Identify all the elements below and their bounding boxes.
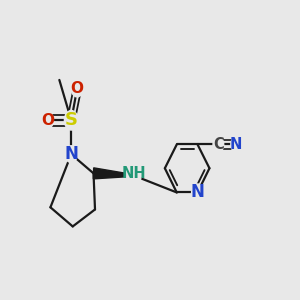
Text: O: O — [71, 81, 84, 96]
Text: O: O — [41, 113, 54, 128]
Text: NH: NH — [121, 166, 146, 181]
Text: S: S — [65, 111, 78, 129]
Text: N: N — [190, 184, 205, 202]
Circle shape — [231, 137, 242, 152]
Circle shape — [126, 165, 141, 186]
Circle shape — [192, 184, 203, 201]
Circle shape — [213, 137, 224, 152]
Text: N: N — [64, 145, 78, 163]
Circle shape — [64, 110, 78, 130]
Circle shape — [71, 80, 83, 97]
Circle shape — [65, 146, 77, 163]
Text: N: N — [230, 137, 242, 152]
Polygon shape — [93, 168, 134, 179]
Circle shape — [41, 112, 53, 129]
Text: C: C — [213, 137, 224, 152]
